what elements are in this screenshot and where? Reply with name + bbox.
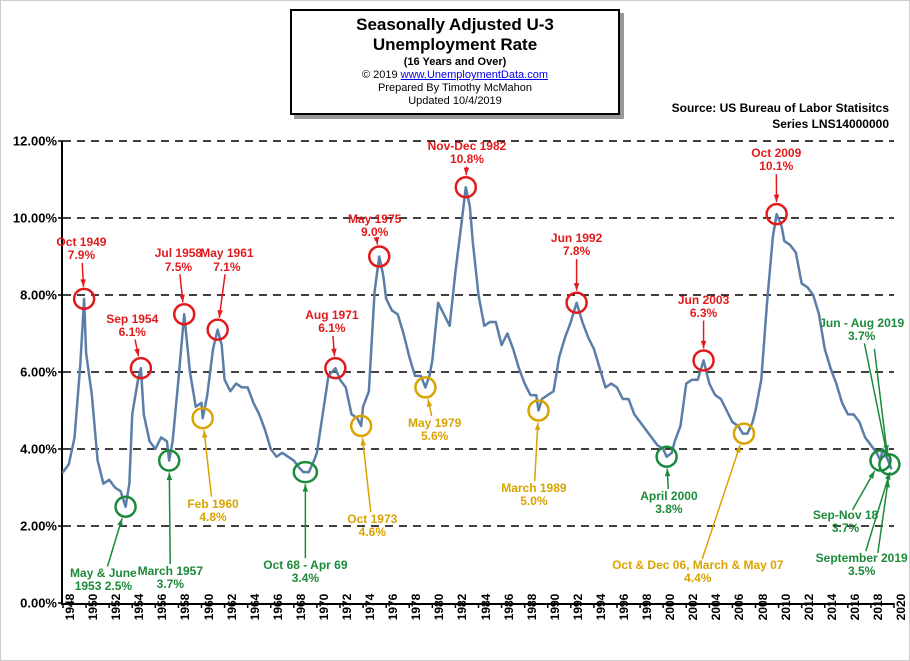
title-updated: Updated 10/4/2019 bbox=[300, 95, 610, 108]
x-tick-label: 2004 bbox=[709, 594, 723, 621]
x-tick-label: 1990 bbox=[548, 594, 562, 621]
x-tick-label: 1962 bbox=[225, 594, 239, 621]
chart-frame: Seasonally Adjusted U-3 Unemployment Rat… bbox=[0, 0, 910, 661]
x-tick-label: 2020 bbox=[894, 594, 908, 621]
x-tick-label: 1972 bbox=[340, 594, 354, 621]
source-line2: Series LNS14000000 bbox=[672, 117, 889, 133]
x-tick-label: 1952 bbox=[109, 594, 123, 621]
x-tick-label: 1958 bbox=[178, 594, 192, 621]
x-tick-label: 2008 bbox=[756, 594, 770, 621]
x-tick-label: 2010 bbox=[779, 594, 793, 621]
y-tick-label: 12.00% bbox=[13, 134, 57, 149]
title-line1: Seasonally Adjusted U-3 bbox=[300, 15, 610, 35]
title-line2: Unemployment Rate bbox=[300, 35, 610, 55]
x-tick-label: 1992 bbox=[571, 594, 585, 621]
x-tick-label: 1954 bbox=[132, 594, 146, 621]
y-tick-label: 0.00% bbox=[20, 596, 57, 611]
x-tick-label: 1998 bbox=[640, 594, 654, 621]
title-prepared: Prepared By Timothy McMahon bbox=[300, 82, 610, 95]
x-tick-label: 2000 bbox=[663, 594, 677, 621]
y-tick-label: 4.00% bbox=[20, 442, 57, 457]
title-copyright: © 2019 www.UnemploymentData.com bbox=[300, 69, 610, 82]
x-tick-label: 1966 bbox=[271, 594, 285, 621]
x-tick-label: 1978 bbox=[409, 594, 423, 621]
x-tick-label: 2006 bbox=[732, 594, 746, 621]
title-subtitle: (16 Years and Over) bbox=[300, 56, 610, 69]
x-tick-label: 1950 bbox=[86, 594, 100, 621]
y-tick-label: 2.00% bbox=[20, 519, 57, 534]
x-tick-label: 1986 bbox=[502, 594, 516, 621]
x-tick-label: 2018 bbox=[871, 594, 885, 621]
x-tick-label: 1964 bbox=[248, 594, 262, 621]
title-url[interactable]: www.UnemploymentData.com bbox=[401, 69, 548, 81]
x-tick-label: 1960 bbox=[202, 594, 216, 621]
source-attribution: Source: US Bureau of Labor Statisitcs Se… bbox=[672, 101, 889, 132]
y-tick-label: 6.00% bbox=[20, 365, 57, 380]
x-tick-label: 1974 bbox=[363, 594, 377, 621]
x-tick-label: 1994 bbox=[594, 594, 608, 621]
x-tick-label: 2016 bbox=[848, 594, 862, 621]
x-tick-label: 1996 bbox=[617, 594, 631, 621]
x-tick-label: 1980 bbox=[432, 594, 446, 621]
title-box: Seasonally Adjusted U-3 Unemployment Rat… bbox=[290, 9, 620, 115]
x-tick-label: 2002 bbox=[686, 594, 700, 621]
x-tick-label: 2012 bbox=[802, 594, 816, 621]
x-tick-label: 2014 bbox=[825, 594, 839, 621]
y-tick-label: 8.00% bbox=[20, 288, 57, 303]
x-tick-label: 1948 bbox=[63, 594, 77, 621]
x-tick-label: 1988 bbox=[525, 594, 539, 621]
plot-svg bbox=[63, 141, 894, 603]
y-tick-label: 10.00% bbox=[13, 211, 57, 226]
x-tick-label: 1982 bbox=[455, 594, 469, 621]
x-tick-label: 1970 bbox=[317, 594, 331, 621]
x-tick-label: 1968 bbox=[294, 594, 308, 621]
plot-area: 0.00%2.00%4.00%6.00%8.00%10.00%12.00%194… bbox=[61, 141, 894, 605]
x-tick-label: 1956 bbox=[155, 594, 169, 621]
x-tick-label: 1984 bbox=[479, 594, 493, 621]
x-tick-label: 1976 bbox=[386, 594, 400, 621]
source-line1: Source: US Bureau of Labor Statisitcs bbox=[672, 101, 889, 117]
